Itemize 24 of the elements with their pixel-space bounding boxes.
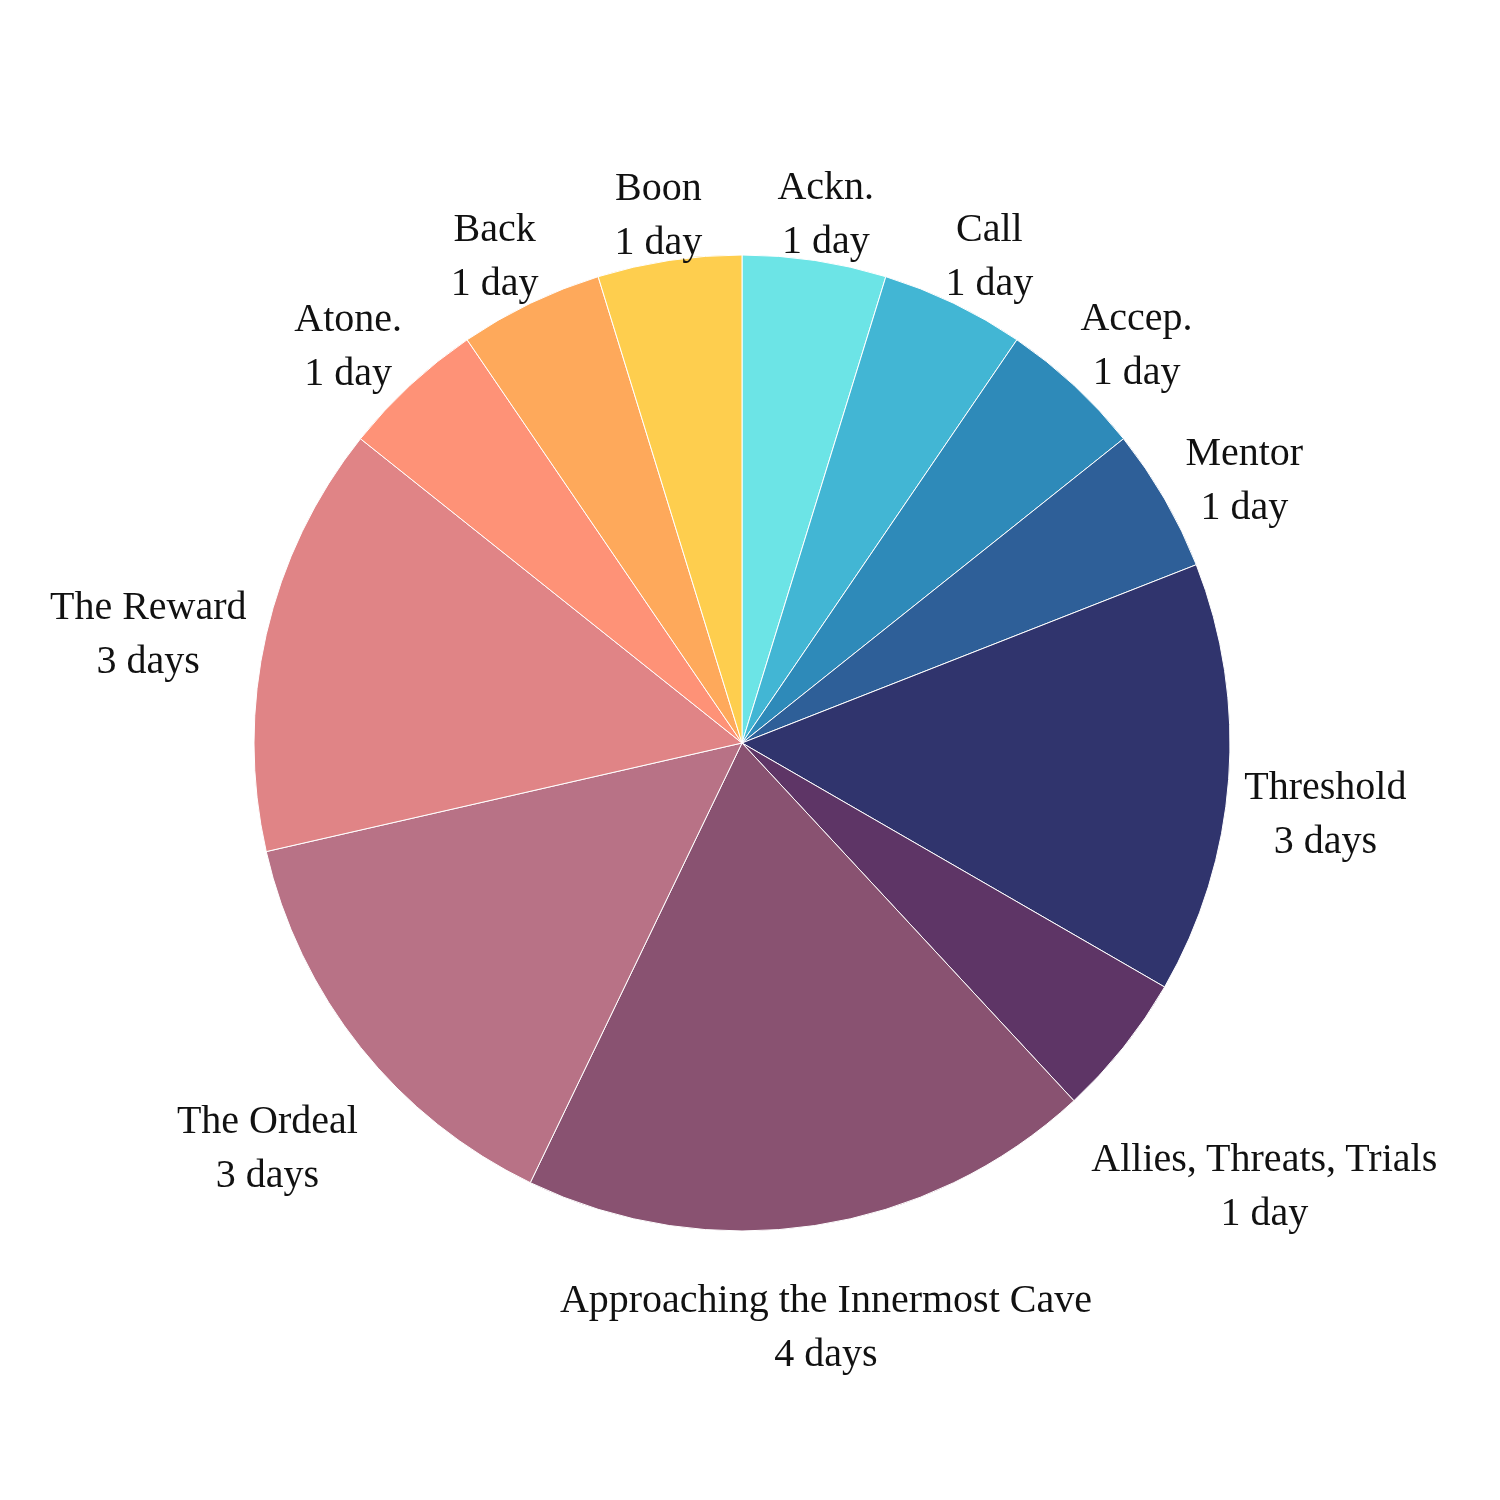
data-label: 1 day	[304, 348, 393, 394]
data-label: 4 days	[774, 1329, 878, 1375]
data-label: 1 day	[781, 217, 870, 263]
slice-label: Call	[955, 205, 1023, 251]
slice-label: Atone.	[294, 294, 403, 340]
slice-label: The Ordeal	[176, 1097, 358, 1143]
slice-label: The Reward	[49, 583, 247, 629]
slice-label: Approaching the Innermost Cave	[559, 1275, 1092, 1321]
slice-label: Threshold	[1244, 762, 1407, 808]
data-label: 3 days	[215, 1151, 320, 1197]
data-label: 3 days	[1273, 816, 1378, 862]
data-label: 1 day	[450, 259, 539, 305]
slice-label: Allies, Threats, Trials	[1091, 1135, 1438, 1181]
slice-label: Mentor	[1185, 429, 1304, 474]
data-label: 1 day	[1200, 483, 1289, 528]
data-label: 1 day	[614, 218, 703, 264]
slice-label: Ackn.	[777, 163, 875, 209]
data-label: 1 day	[1092, 347, 1181, 393]
slice-label: Accep.	[1080, 293, 1193, 339]
data-label: 3 days	[96, 637, 200, 683]
data-label: 1 day	[1220, 1189, 1309, 1235]
slice-label: Back	[453, 205, 536, 251]
slice-label: Boon	[615, 164, 702, 210]
data-label: 1 day	[945, 259, 1034, 305]
